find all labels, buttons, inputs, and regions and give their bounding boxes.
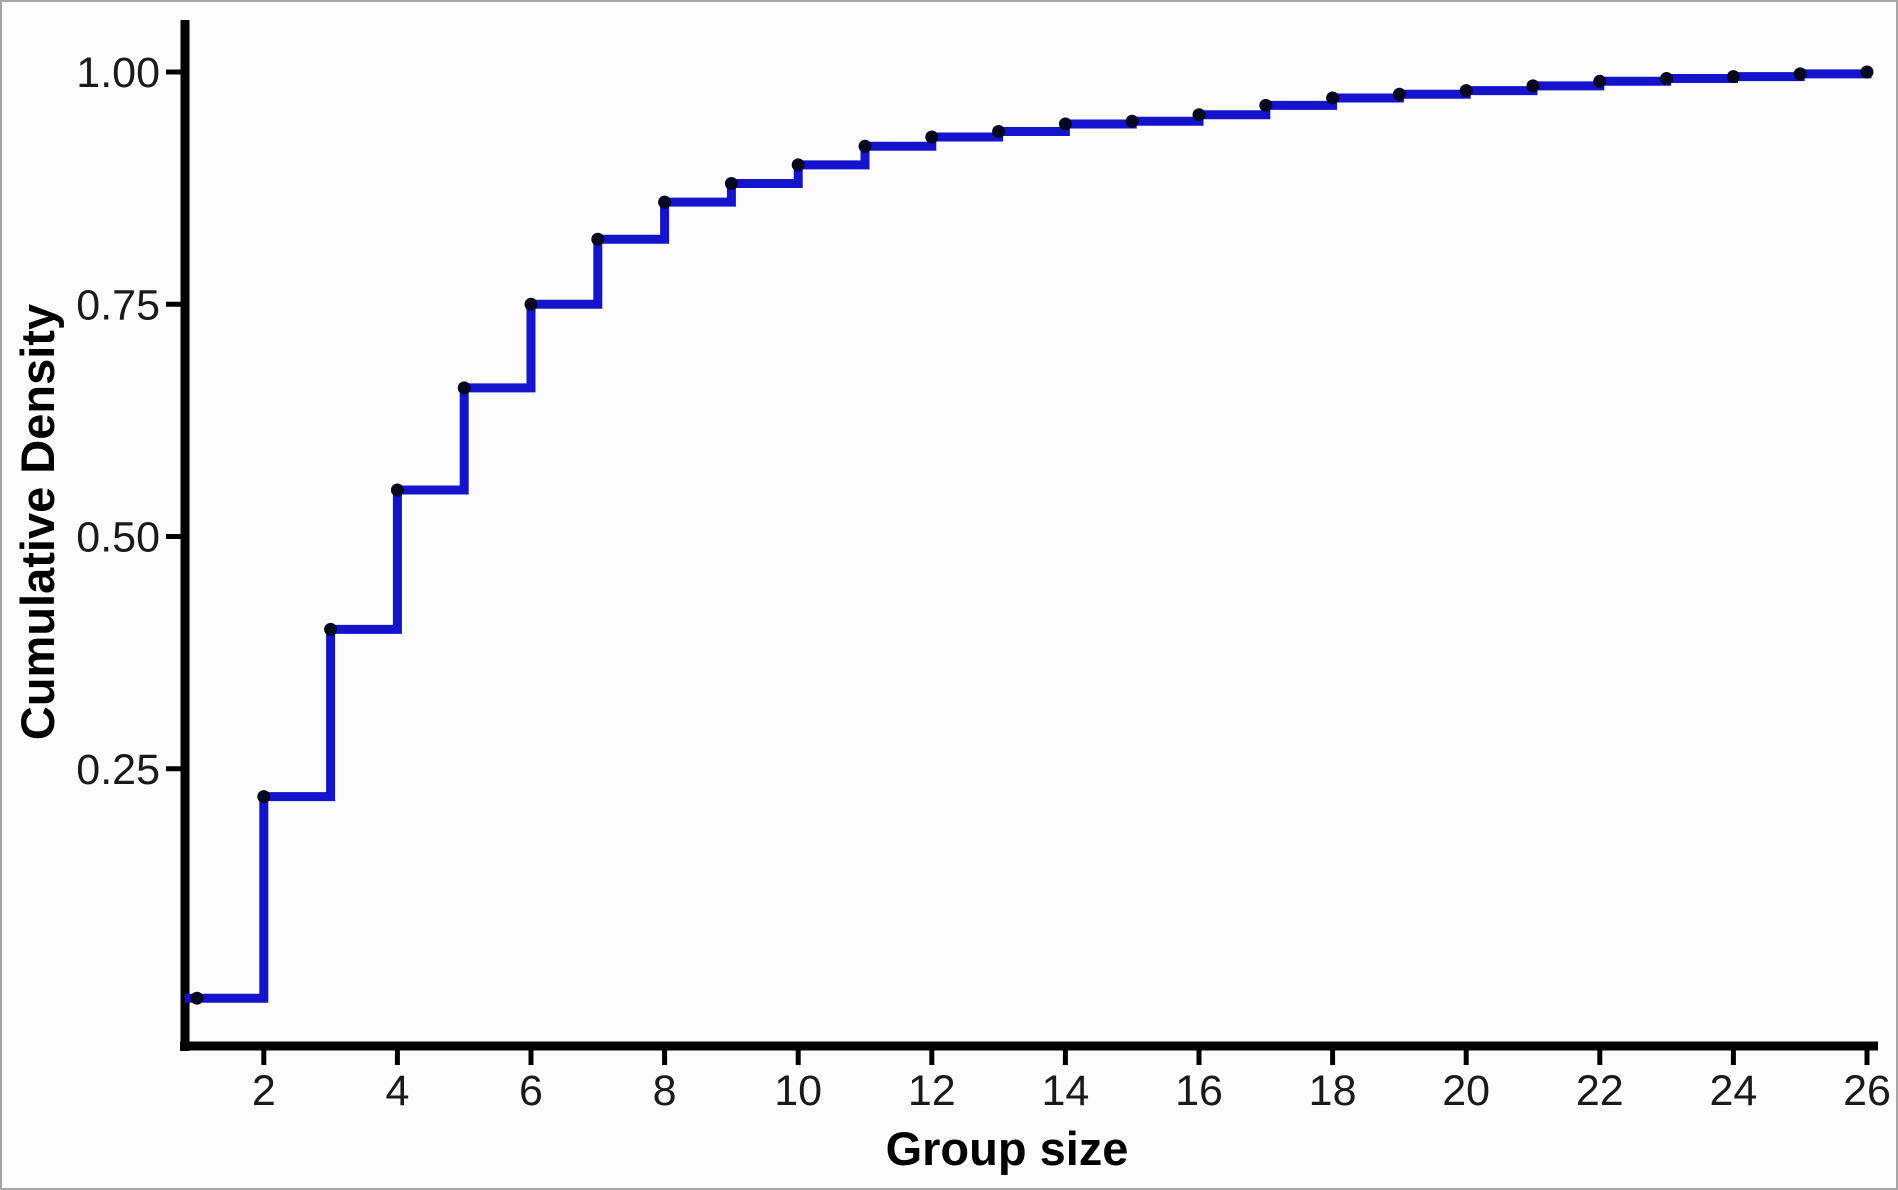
data-point bbox=[390, 483, 404, 497]
y-tick-label: 0.75 bbox=[76, 281, 160, 329]
data-point bbox=[1259, 98, 1273, 112]
x-tick-label: 20 bbox=[1442, 1067, 1490, 1115]
data-point bbox=[992, 125, 1006, 138]
y-axis-title: Cumulative Density bbox=[11, 304, 64, 740]
data-point bbox=[1526, 79, 1540, 93]
x-tick-label: 26 bbox=[1843, 1067, 1891, 1115]
data-point bbox=[1392, 87, 1406, 101]
data-point bbox=[925, 130, 939, 144]
data-point bbox=[791, 158, 805, 172]
data-point bbox=[257, 790, 271, 804]
x-axis-title: Group size bbox=[886, 1122, 1129, 1175]
x-tick-label: 22 bbox=[1576, 1067, 1624, 1115]
y-tick-label: 0.50 bbox=[76, 514, 160, 562]
data-point bbox=[1660, 72, 1674, 85]
data-point bbox=[1860, 65, 1874, 79]
data-point bbox=[1192, 108, 1206, 122]
data-point bbox=[1326, 91, 1340, 105]
data-point bbox=[658, 195, 672, 209]
x-tick-label: 12 bbox=[908, 1067, 956, 1115]
x-tick-label: 14 bbox=[1041, 1067, 1089, 1115]
data-point bbox=[190, 991, 204, 1005]
x-tick-label: 18 bbox=[1309, 1067, 1357, 1115]
x-tick-label: 6 bbox=[519, 1067, 543, 1115]
data-point bbox=[1459, 84, 1473, 98]
data-point bbox=[858, 139, 872, 153]
x-tick-label: 10 bbox=[774, 1067, 822, 1115]
y-tick-label: 0.25 bbox=[76, 746, 160, 794]
data-point bbox=[457, 381, 471, 395]
data-point bbox=[1593, 74, 1607, 88]
ecdf-series bbox=[185, 65, 1874, 1005]
axes: 2 4 6 8 10 12 14 16 18 20 22 24 260.250.500.751.00 bbox=[76, 20, 1891, 1115]
data-point bbox=[524, 297, 538, 311]
data-point bbox=[724, 177, 738, 190]
x-tick-label: 2 bbox=[252, 1067, 276, 1115]
x-tick-label: 16 bbox=[1175, 1067, 1223, 1115]
y-tick-label: 1.00 bbox=[76, 49, 160, 97]
data-point bbox=[1125, 114, 1139, 128]
data-point bbox=[324, 622, 338, 636]
data-point bbox=[1726, 70, 1740, 84]
x-tick-label: 8 bbox=[653, 1067, 677, 1115]
data-point bbox=[1793, 67, 1807, 81]
x-tick-label: 24 bbox=[1709, 1067, 1757, 1115]
x-tick-label: 4 bbox=[385, 1067, 409, 1115]
data-point bbox=[1058, 117, 1072, 131]
data-point bbox=[591, 232, 605, 246]
ecdf-step-line bbox=[185, 69, 1872, 1003]
